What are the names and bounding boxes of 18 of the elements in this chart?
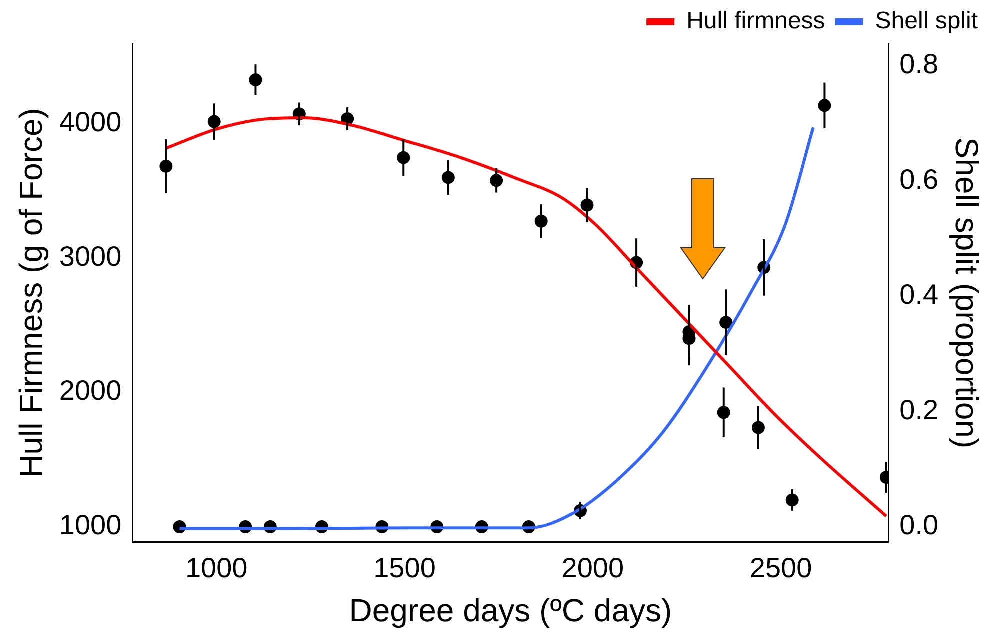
y2-tick-label: 0.4: [900, 279, 939, 310]
x-tick-label: 1500: [374, 552, 436, 584]
x-tick-label: 1000: [185, 552, 248, 584]
y2-tick-label: 0.2: [900, 394, 939, 426]
y2-tick-label: 0.0: [900, 510, 939, 541]
legend-label: Hull firmness: [686, 8, 826, 35]
y-tick-label: 4000: [59, 106, 122, 138]
y-tick-label: 3000: [59, 240, 122, 272]
y2-tick-label: 0.8: [900, 48, 939, 80]
y2-axis-title: Shell split (proportion): [948, 137, 985, 449]
y-tick-label: 1000: [59, 510, 122, 541]
x-tick-label: 2500: [750, 552, 812, 584]
legend-label: Shell split: [875, 8, 978, 35]
x-axis-title: Degree days (ºC days): [349, 592, 672, 629]
y-tick-label: 2000: [59, 375, 122, 406]
y2-tick-label: 0.6: [900, 164, 939, 195]
y-axis-title: Hull Firmness (g of Force): [13, 108, 50, 478]
x-tick-label: 2000: [562, 552, 624, 584]
